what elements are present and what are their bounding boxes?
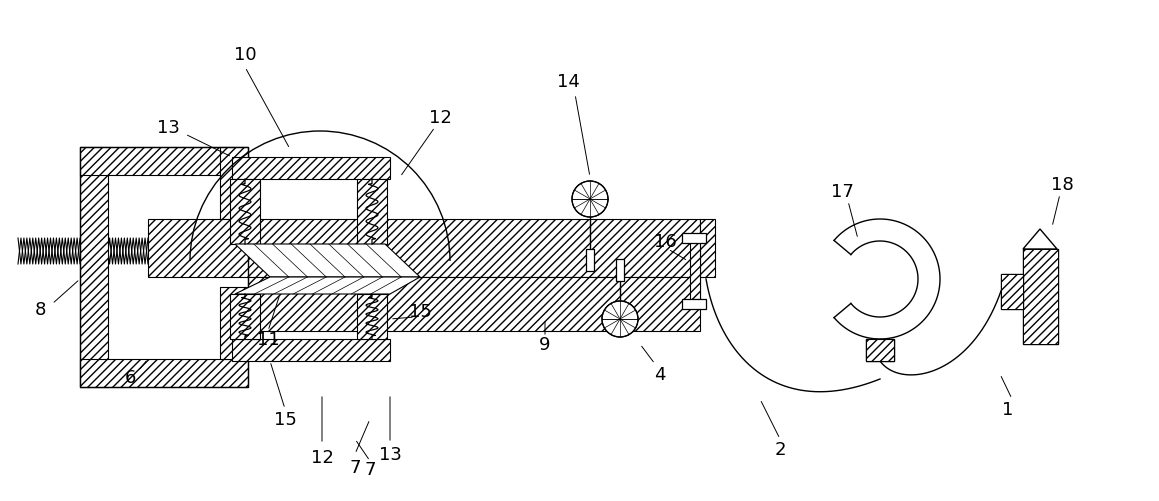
Bar — [690, 239, 700, 300]
Text: 2: 2 — [774, 440, 786, 458]
Bar — [586, 249, 595, 272]
Bar — [681, 300, 706, 310]
Text: 7: 7 — [364, 460, 376, 478]
Bar — [1023, 249, 1058, 344]
Bar — [1001, 275, 1023, 310]
Text: 7: 7 — [349, 458, 360, 476]
Bar — [866, 339, 894, 361]
Text: 1: 1 — [1003, 400, 1014, 418]
Bar — [80, 148, 248, 176]
Bar — [700, 219, 715, 278]
Text: 13: 13 — [156, 119, 180, 137]
Text: 15: 15 — [409, 303, 431, 320]
Polygon shape — [235, 278, 420, 295]
Polygon shape — [235, 244, 420, 278]
Text: 9: 9 — [539, 335, 551, 353]
Circle shape — [573, 182, 608, 217]
Bar — [232, 339, 389, 361]
Text: 4: 4 — [654, 365, 665, 383]
Bar — [615, 260, 624, 282]
Bar — [357, 180, 387, 244]
Bar — [866, 339, 894, 361]
Text: 16: 16 — [654, 232, 677, 250]
Bar — [80, 359, 248, 387]
Text: 17: 17 — [831, 183, 853, 200]
Text: 8: 8 — [35, 301, 45, 318]
Bar — [681, 233, 706, 243]
Bar — [220, 288, 248, 359]
Bar — [19, 238, 148, 265]
Bar — [229, 180, 260, 244]
Bar — [80, 148, 108, 387]
Bar — [229, 295, 260, 339]
Bar — [357, 295, 387, 339]
Text: 18: 18 — [1050, 176, 1073, 193]
Bar — [80, 148, 248, 387]
Text: 10: 10 — [234, 46, 256, 64]
Text: 12: 12 — [311, 448, 334, 466]
Bar — [220, 148, 248, 219]
Text: 6: 6 — [124, 368, 136, 386]
Text: 13: 13 — [379, 445, 401, 463]
Text: 15: 15 — [274, 410, 297, 428]
Bar — [108, 176, 220, 359]
Text: 14: 14 — [556, 73, 580, 91]
Bar — [232, 158, 389, 180]
Bar — [248, 278, 700, 331]
Text: 12: 12 — [429, 109, 452, 127]
Bar — [148, 219, 700, 278]
Bar — [1001, 275, 1023, 310]
Polygon shape — [1023, 229, 1057, 249]
Text: 11: 11 — [256, 330, 279, 348]
Bar — [1023, 249, 1058, 344]
Circle shape — [602, 302, 637, 337]
